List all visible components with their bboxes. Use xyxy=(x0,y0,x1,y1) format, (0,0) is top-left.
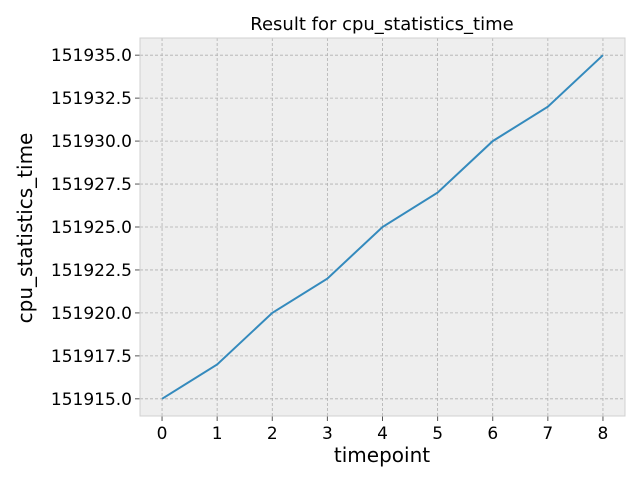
chart-title: Result for cpu_statistics_time xyxy=(250,14,513,35)
x-tick-label: 4 xyxy=(377,424,388,444)
x-tick-label: 7 xyxy=(542,424,553,444)
x-tick-label: 2 xyxy=(267,424,278,444)
y-tick-label: 151927.5 xyxy=(51,175,132,195)
x-tick-label: 5 xyxy=(432,424,443,444)
x-tick-label: 0 xyxy=(157,424,168,444)
y-tick-label: 151925.0 xyxy=(51,218,132,238)
y-tick-label: 151935.0 xyxy=(51,46,132,66)
y-tick-label: 151917.5 xyxy=(51,347,132,367)
y-tick-label: 151915.0 xyxy=(51,390,132,410)
x-axis-label: timepoint xyxy=(334,443,430,467)
y-tick-label: 151930.0 xyxy=(51,132,132,152)
plot-frame xyxy=(139,37,626,417)
x-axis-ticks: 0 1 2 3 4 5 6 7 8 xyxy=(157,416,609,444)
y-tick-label: 151922.5 xyxy=(51,261,132,281)
x-tick-label: 3 xyxy=(322,424,333,444)
series-line xyxy=(161,54,604,400)
y-axis-label: cpu_statistics_time xyxy=(13,133,37,324)
y-tick-label: 151920.0 xyxy=(51,304,132,324)
y-tick-label: 151932.5 xyxy=(51,89,132,109)
x-tick-label: 1 xyxy=(212,424,223,444)
y-axis-ticks: 151915.0 151917.5 151920.0 151922.5 151925.0… xyxy=(51,46,140,410)
grid xyxy=(140,38,625,416)
x-tick-label: 6 xyxy=(487,424,498,444)
x-tick-label: 8 xyxy=(598,424,609,444)
